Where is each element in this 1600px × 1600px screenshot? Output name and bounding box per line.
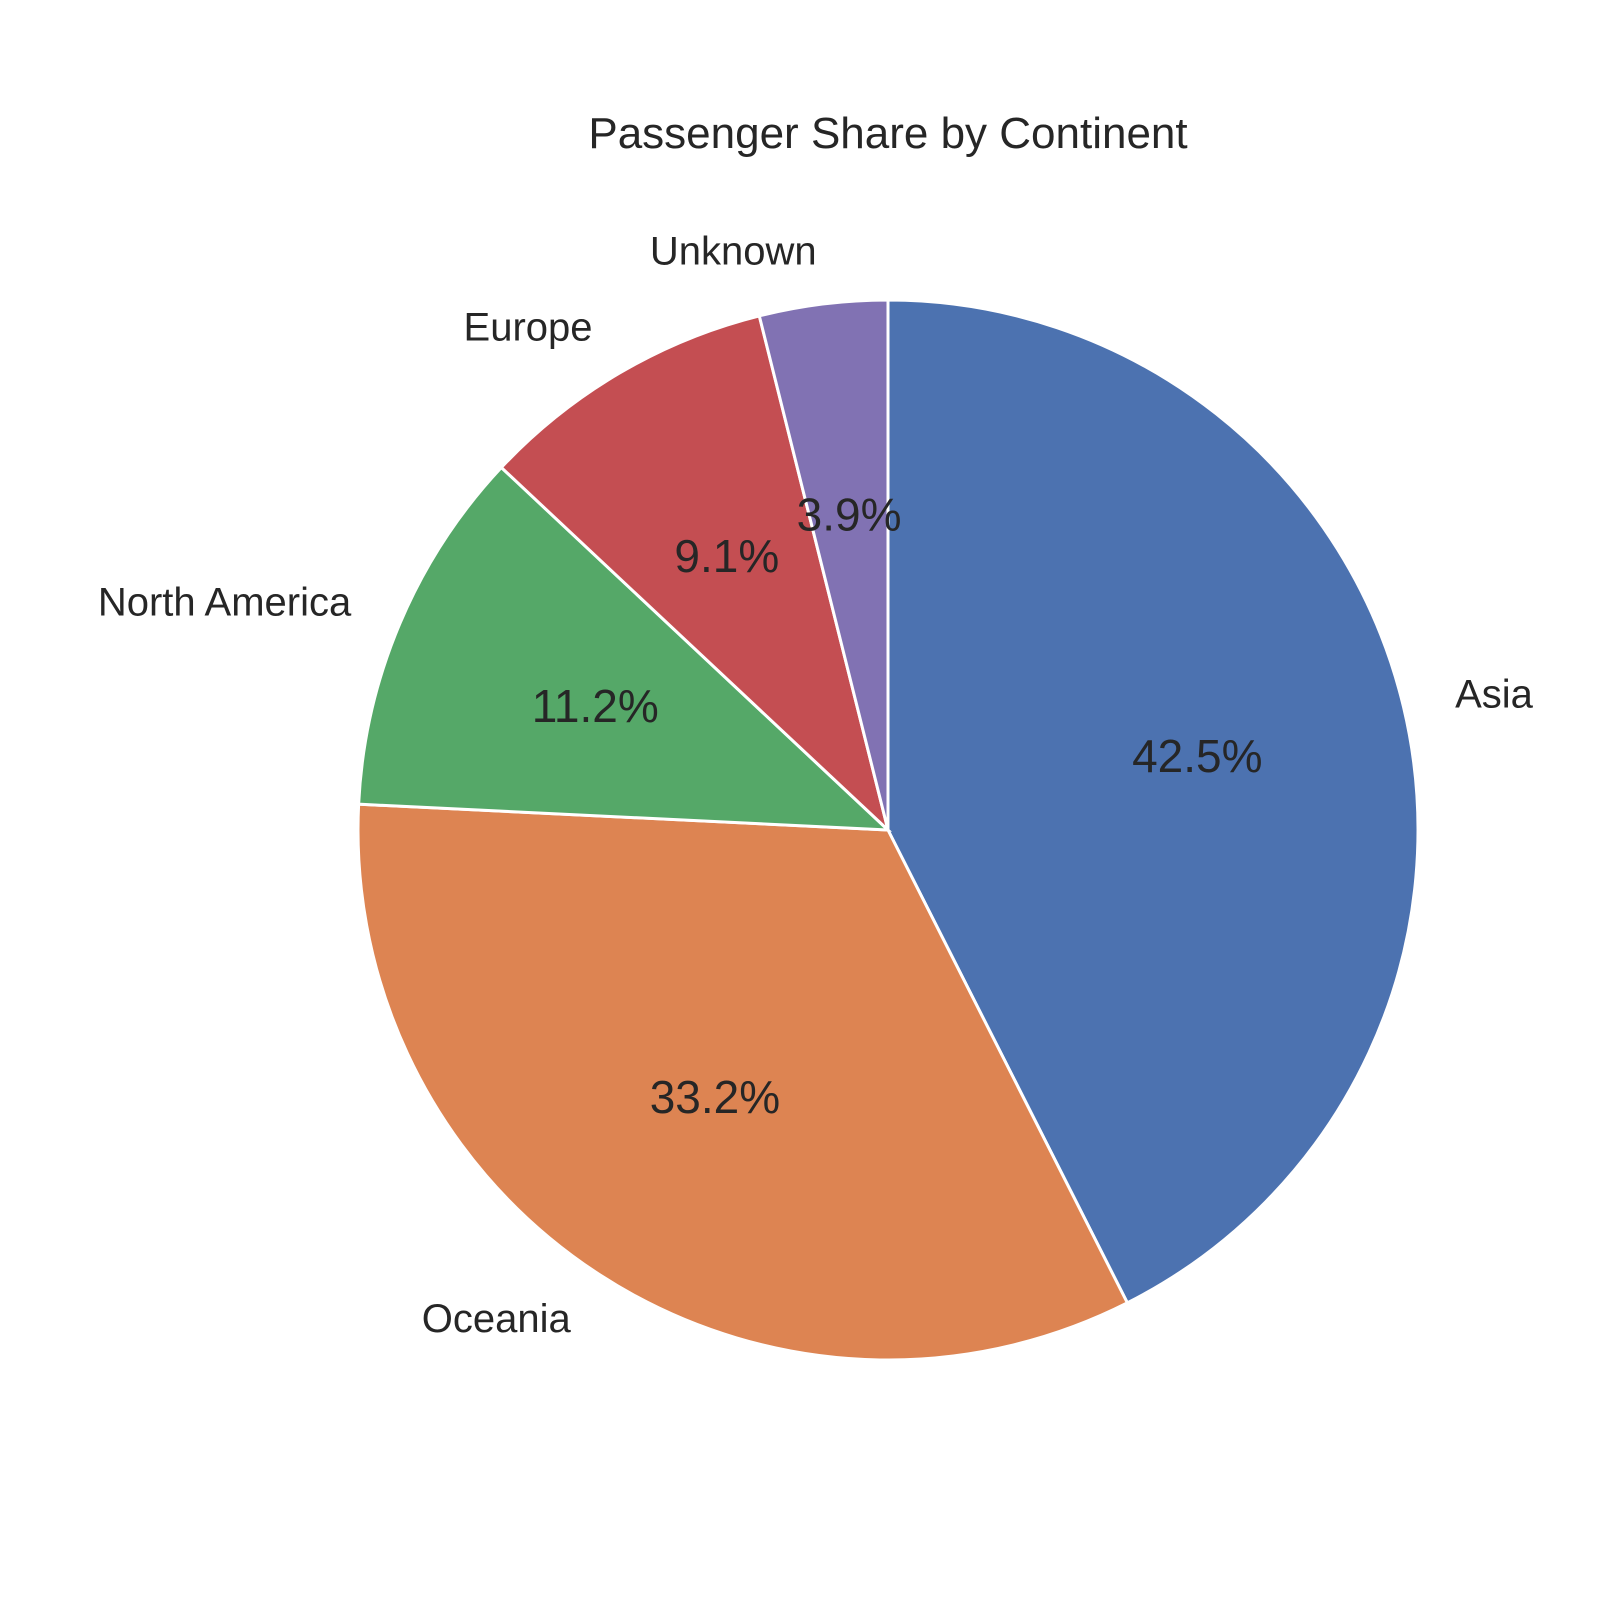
category-label-unknown: Unknown — [650, 229, 817, 273]
pie-slices — [356, 298, 1420, 1362]
pie-slice-north-america — [357, 465, 893, 832]
category-label-north-america: North America — [98, 580, 352, 624]
percentage-labels: 42.5% 33.2% 11.2% 9.1% 3.9% — [532, 488, 1263, 1122]
pie-slice-unknown — [757, 298, 890, 831]
category-label-oceania: Oceania — [422, 1297, 572, 1341]
pie-slice-asia — [886, 298, 1420, 1305]
chart-title: Passenger Share by Continent — [588, 109, 1187, 158]
pie-slice-oceania — [356, 802, 1130, 1362]
pct-label-europe: 9.1% — [674, 530, 779, 582]
pct-label-unknown: 3.9% — [797, 488, 902, 540]
category-labels: Asia Oceania North America Europe Unknown — [98, 229, 1534, 1341]
pct-label-north-america: 11.2% — [532, 680, 659, 732]
pct-label-asia: 42.5% — [1132, 730, 1262, 782]
category-label-europe: Europe — [464, 305, 593, 349]
pct-label-oceania: 33.2% — [650, 1071, 780, 1123]
category-label-asia: Asia — [1455, 673, 1534, 717]
